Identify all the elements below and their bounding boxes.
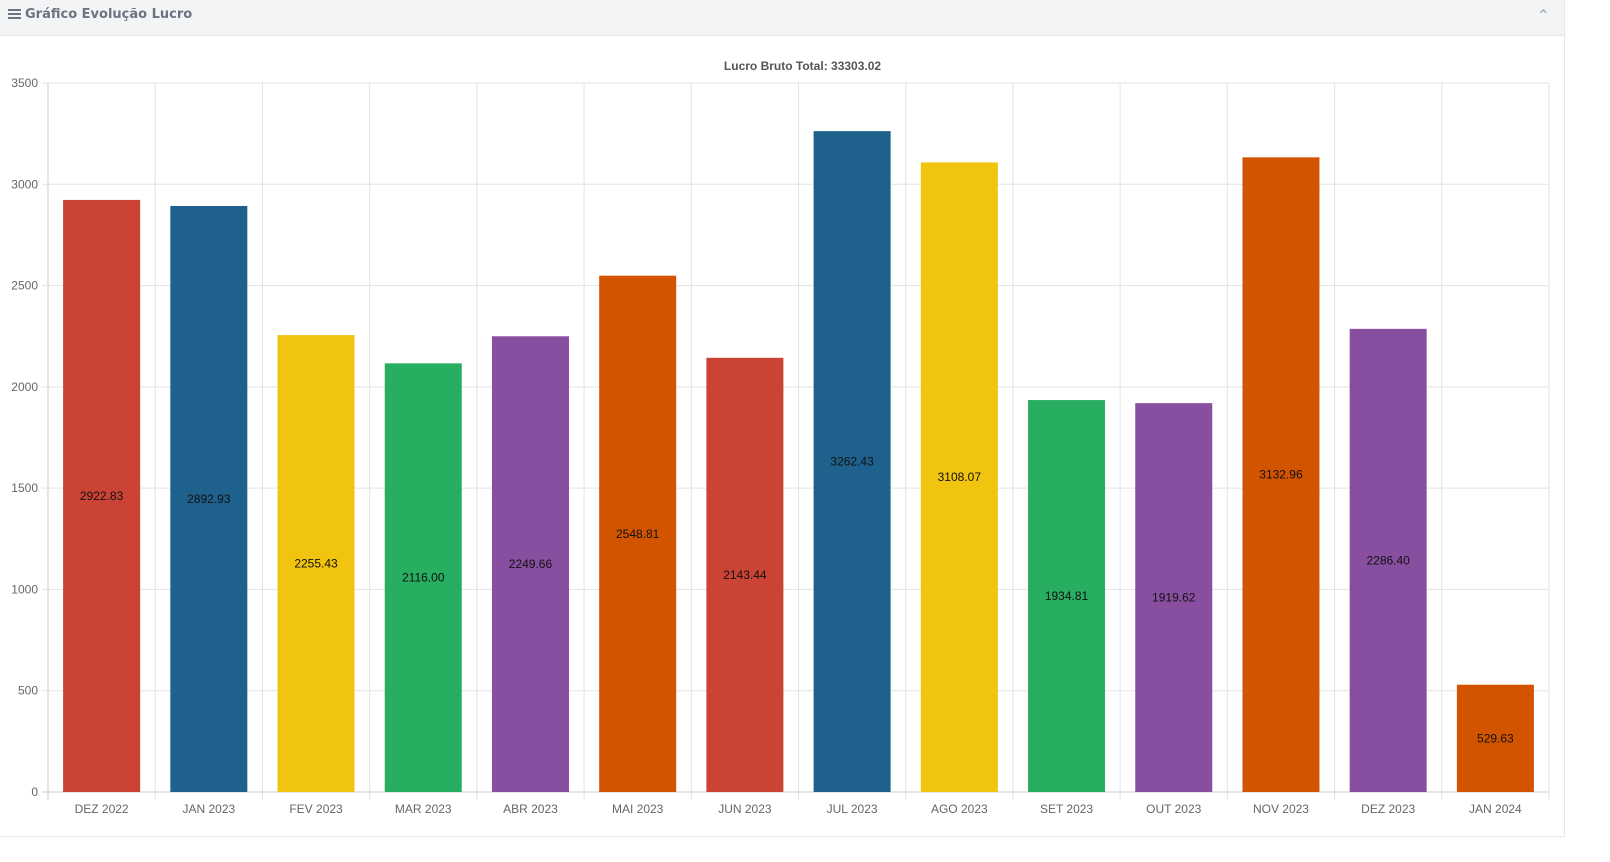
bar bbox=[1242, 157, 1320, 793]
x-tick-label: JUL 2023 bbox=[827, 802, 878, 816]
bar bbox=[491, 336, 569, 792]
x-tick-label: NOV 2023 bbox=[1253, 802, 1309, 816]
data-label: 1919.62 bbox=[1152, 591, 1196, 605]
x-tick-label: DEZ 2022 bbox=[75, 802, 129, 816]
data-label: 3108.07 bbox=[938, 470, 982, 484]
bar bbox=[384, 363, 462, 792]
data-label: 2116.00 bbox=[402, 571, 445, 585]
bar bbox=[1349, 328, 1427, 792]
x-tick-label: JUN 2023 bbox=[718, 802, 772, 816]
bar bbox=[1135, 403, 1213, 792]
x-tick-label: DEZ 2023 bbox=[1361, 802, 1415, 816]
data-label: 1934.81 bbox=[1045, 589, 1089, 603]
y-tick-label: 500 bbox=[18, 684, 38, 698]
data-label: 2892.93 bbox=[187, 492, 231, 506]
x-tick-label: ABR 2023 bbox=[503, 802, 558, 816]
data-label: 3132.96 bbox=[1259, 468, 1303, 482]
data-label: 529.63 bbox=[1477, 731, 1514, 745]
bar bbox=[277, 335, 355, 792]
data-label: 2286.40 bbox=[1366, 553, 1410, 567]
bar bbox=[63, 199, 141, 792]
bar bbox=[599, 275, 677, 792]
x-tick-label: AGO 2023 bbox=[931, 802, 988, 816]
x-tick-label: MAI 2023 bbox=[612, 802, 664, 816]
x-tick-label: FEV 2023 bbox=[289, 802, 343, 816]
list-icon bbox=[8, 9, 21, 20]
bar bbox=[920, 162, 998, 793]
bar bbox=[1456, 684, 1534, 792]
data-label: 2143.44 bbox=[723, 568, 767, 582]
y-tick-label: 1500 bbox=[11, 481, 38, 495]
x-tick-label: JAN 2023 bbox=[182, 802, 235, 816]
x-tick-label: SET 2023 bbox=[1040, 802, 1093, 816]
x-tick-label: JAN 2024 bbox=[1469, 802, 1522, 816]
y-tick-label: 3000 bbox=[11, 177, 38, 191]
bar-chart: Lucro Bruto Total: 33303.02 0 500 1000 1500 2… bbox=[11, 59, 1550, 816]
bar bbox=[813, 131, 891, 793]
data-label: 3262.43 bbox=[830, 455, 874, 469]
bar bbox=[170, 205, 248, 792]
chart-title: Lucro Bruto Total: 33303.02 bbox=[724, 59, 881, 73]
bar bbox=[706, 357, 784, 792]
y-tick-label: 2500 bbox=[11, 279, 38, 293]
bar bbox=[1028, 400, 1106, 792]
data-label: 2548.81 bbox=[616, 527, 660, 541]
y-tick-label: 1000 bbox=[11, 582, 38, 596]
x-tick-label: OUT 2023 bbox=[1146, 802, 1201, 816]
y-tick-label: 0 bbox=[31, 785, 38, 799]
data-label: 2922.83 bbox=[80, 489, 124, 503]
data-label: 2249.66 bbox=[509, 557, 553, 571]
panel-title: Gráfico Evolução Lucro bbox=[25, 7, 193, 22]
panel-header: Gráfico Evolução Lucro ⌃ bbox=[0, 0, 1564, 36]
y-tick-label: 2000 bbox=[11, 380, 38, 394]
chevron-up-icon[interactable]: ⌃ bbox=[1536, 8, 1550, 25]
x-tick-label: MAR 2023 bbox=[395, 802, 452, 816]
data-label: 2255.43 bbox=[294, 557, 338, 571]
y-tick-label: 3500 bbox=[11, 76, 38, 90]
